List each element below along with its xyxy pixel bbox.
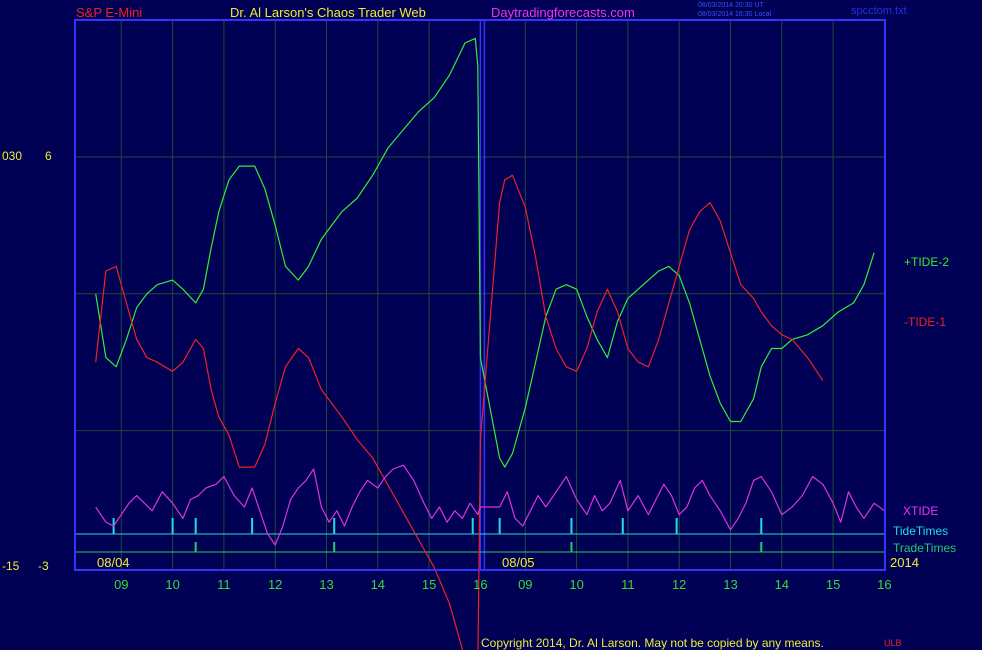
- chart-series: [95, 37, 885, 650]
- file-name: spcctom.txt: [851, 5, 907, 17]
- x-tick-label: 14: [775, 577, 789, 592]
- x-tick-label: 16: [877, 577, 891, 592]
- day-label: 08/05: [502, 555, 535, 570]
- left-axis-upper-outer: 030: [2, 149, 23, 163]
- legend-tide1: -TIDE-1: [904, 315, 946, 329]
- x-tick-label: 15: [422, 577, 436, 592]
- plot-frame: [74, 19, 886, 571]
- legend-tidetimes: TideTimes: [893, 524, 949, 538]
- x-tick-label: 10: [165, 577, 179, 592]
- tide-trade-times: [75, 518, 885, 553]
- left-axis-upper-inner: 6: [45, 149, 52, 163]
- x-tick-label: 11: [217, 577, 231, 592]
- session-separators: [479, 20, 486, 570]
- copyright: Copyright 2014, Dr. Al Larson. May not b…: [481, 636, 824, 650]
- x-tick-label: 12: [268, 577, 282, 592]
- instrument-title: S&P E-Mini: [76, 5, 143, 20]
- legend-tradetimes: TradeTimes: [893, 541, 957, 555]
- x-tick-label: 16: [473, 577, 487, 592]
- x-tick-label: 15: [826, 577, 840, 592]
- timestamp-ut: 08/03/2014 20:30 UT: [698, 2, 764, 9]
- left-axis-lower-outer: -15: [2, 559, 20, 573]
- x-tick-label: 11: [621, 577, 635, 592]
- x-axis-labels: 09 10 11 12 13 14 15 16 09 10 11 12 13 14 15 16 08/04 08/…: [97, 555, 919, 592]
- x-tick-label: 09: [518, 577, 532, 592]
- timestamp-local: 08/03/2014 16:30 Local: [698, 11, 772, 18]
- x-tick-label: 12: [672, 577, 686, 592]
- series-tide2-line: [95, 37, 875, 468]
- footer-tag: ULB: [884, 638, 902, 648]
- x-tick-label: 10: [569, 577, 583, 592]
- left-axis-lower-inner: -3: [38, 559, 49, 573]
- year-label: 2014: [890, 555, 919, 570]
- x-tick-label: 14: [371, 577, 385, 592]
- site-url: Daytradingforecasts.com: [491, 5, 635, 20]
- series-xtide-line: [95, 464, 885, 546]
- legend-tide2: +TIDE-2: [904, 255, 950, 269]
- series-tide1-line: [95, 174, 824, 650]
- x-tick-label: 09: [114, 577, 128, 592]
- legend-xtide: XTIDE: [903, 504, 939, 518]
- x-tick-label: 13: [319, 577, 333, 592]
- x-tick-label: 13: [723, 577, 737, 592]
- site-title: Dr. Al Larson's Chaos Trader Web: [230, 5, 426, 20]
- day-label: 08/04: [97, 555, 130, 570]
